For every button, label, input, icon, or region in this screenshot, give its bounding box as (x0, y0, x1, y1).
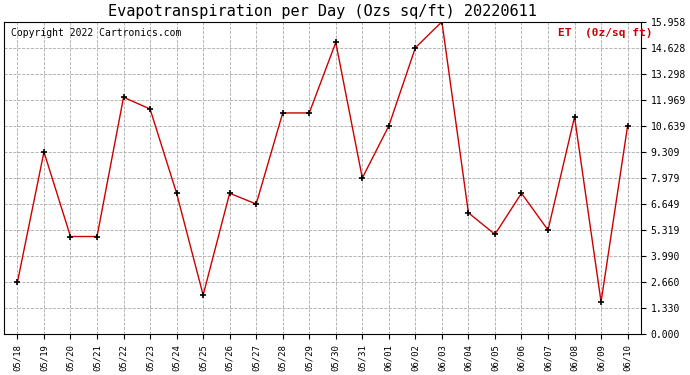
Title: Evapotranspiration per Day (Ozs sq/ft) 20220611: Evapotranspiration per Day (Ozs sq/ft) 2… (108, 4, 537, 19)
Text: ET  (0z/sq ft): ET (0z/sq ft) (558, 28, 653, 38)
Text: Copyright 2022 Cartronics.com: Copyright 2022 Cartronics.com (10, 28, 181, 38)
